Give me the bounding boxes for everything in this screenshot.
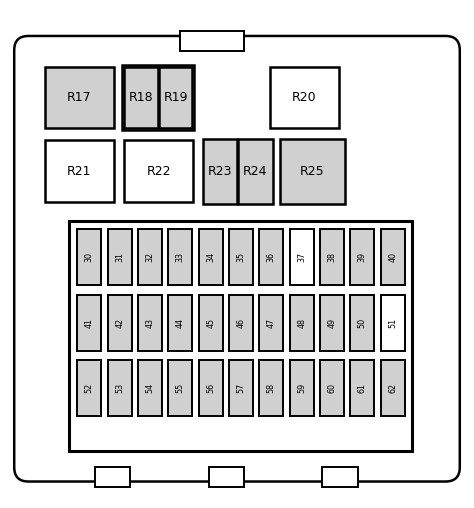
Bar [381,295,405,351]
Text: 44: 44 [176,318,185,328]
Bar [108,229,132,285]
Bar [381,229,405,285]
Bar [270,67,339,129]
Bar [229,295,253,351]
Text: 57: 57 [237,383,246,393]
Text: R25: R25 [300,165,325,178]
Bar [203,139,237,204]
Text: 37: 37 [297,252,306,262]
Text: 41: 41 [85,318,94,328]
Text: R17: R17 [67,91,91,104]
Bar [350,229,374,285]
Bar [77,229,101,285]
Text: 30: 30 [85,252,94,262]
Bar [138,295,162,351]
Text: 51: 51 [388,318,397,328]
Text: R20: R20 [292,91,317,104]
Bar [168,295,192,351]
Bar [69,221,412,451]
Text: R22: R22 [146,165,171,178]
Text: 35: 35 [237,252,246,262]
Bar [322,467,358,487]
Text: 46: 46 [237,318,246,328]
Bar [229,360,253,416]
Bar [180,31,244,51]
Bar [95,467,130,487]
Bar [350,360,374,416]
Text: 43: 43 [146,318,155,328]
Bar [209,467,244,487]
Text: 55: 55 [176,383,185,393]
Bar [159,67,192,129]
Text: 58: 58 [267,383,276,393]
Text: R23: R23 [208,165,232,178]
Bar [168,229,192,285]
Text: 31: 31 [115,252,124,262]
Bar [108,360,132,416]
Bar [320,229,344,285]
Bar [124,140,193,202]
Bar [280,139,345,204]
Bar [124,67,158,129]
Bar [199,229,223,285]
Text: 36: 36 [267,252,276,262]
Text: 34: 34 [206,252,215,262]
Bar [290,295,314,351]
Text: 40: 40 [388,252,397,262]
Text: 61: 61 [358,383,367,393]
Bar [199,295,223,351]
Text: 53: 53 [115,383,124,393]
Text: R21: R21 [67,165,91,178]
Bar [290,229,314,285]
Text: 62: 62 [388,383,397,393]
Text: 56: 56 [206,383,215,393]
Text: R19: R19 [164,91,188,104]
Bar [320,295,344,351]
Text: 60: 60 [328,383,337,393]
Bar [138,360,162,416]
Text: 52: 52 [85,383,94,393]
Text: 45: 45 [206,318,215,328]
Bar [350,295,374,351]
Text: 50: 50 [358,318,367,328]
Bar [259,360,283,416]
Text: R18: R18 [129,91,153,104]
Bar [108,295,132,351]
Bar [168,360,192,416]
Text: 42: 42 [115,318,124,328]
Bar [77,295,101,351]
Text: R24: R24 [243,165,268,178]
FancyBboxPatch shape [14,36,460,482]
Bar [320,360,344,416]
Text: 33: 33 [176,252,185,262]
Bar [290,360,314,416]
Text: 32: 32 [146,252,155,262]
Bar [259,229,283,285]
Bar [238,139,273,204]
Text: 39: 39 [358,252,367,262]
Bar [381,360,405,416]
Text: 47: 47 [267,318,276,328]
Bar [229,229,253,285]
Bar [259,295,283,351]
Bar [77,360,101,416]
Bar [45,67,114,129]
Text: 38: 38 [328,252,337,262]
Text: 59: 59 [297,383,306,393]
Text: 49: 49 [328,318,337,328]
Bar [122,66,194,130]
Text: 48: 48 [297,318,306,328]
Bar [199,360,223,416]
Text: 54: 54 [146,383,155,393]
Bar [45,140,114,202]
Bar [138,229,162,285]
